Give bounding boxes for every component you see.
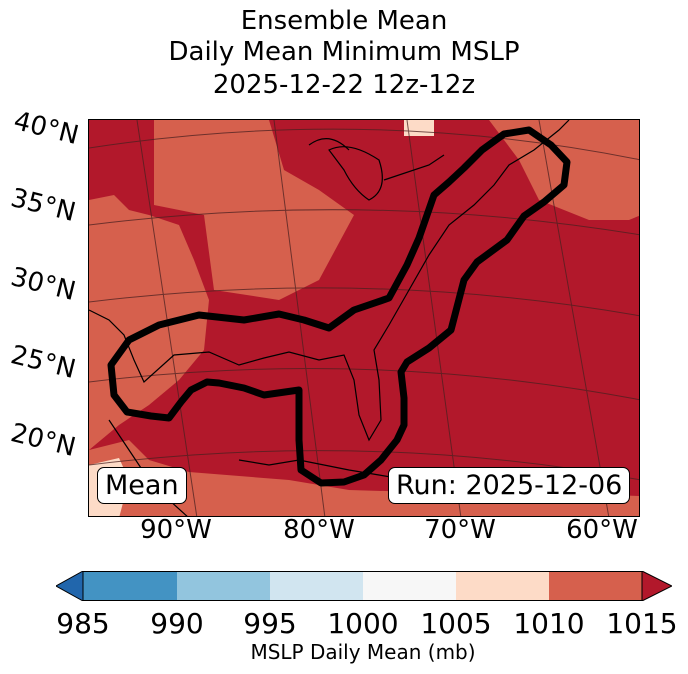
colorbar-frame xyxy=(82,571,643,601)
title-line-3: 2025-12-22 12z-12z xyxy=(212,70,476,100)
colorbar-extend-high xyxy=(641,571,672,601)
map-region-mid-north xyxy=(89,120,639,300)
colorbar-label: MSLP Daily Mean (mb) xyxy=(250,640,476,664)
title-line-2: Daily Mean Minimum MSLP xyxy=(168,37,520,67)
run-date-label: Run: 2025-12-06 xyxy=(388,467,631,504)
colorbar-tick-990: 990 xyxy=(150,607,204,640)
mslp-contour xyxy=(107,126,571,487)
colorbar-bin-990-995 xyxy=(177,571,270,601)
lat-label-25: 25°N xyxy=(7,340,79,385)
colorbar-bin-985-990 xyxy=(83,571,177,601)
lat-label-40: 40°N xyxy=(10,106,82,151)
lat-label-30: 30°N xyxy=(7,262,79,307)
lon-label-70w: 70°W xyxy=(424,515,496,545)
lat-label-35: 35°N xyxy=(7,183,79,228)
mslp-map xyxy=(88,119,640,517)
colorbar-bin-1010-1015 xyxy=(549,571,642,601)
map-svg xyxy=(89,120,639,516)
colorbar-bin-1000-1005 xyxy=(363,571,456,601)
colorbar-tick-995: 995 xyxy=(243,607,297,640)
colorbar-tick-1015: 1015 xyxy=(606,607,678,640)
lon-label-60w: 60°W xyxy=(566,515,638,545)
lon-label-90w: 90°W xyxy=(140,515,212,545)
colorbar-bin-1005-1010 xyxy=(456,571,549,601)
colorbar-tick-1010: 1010 xyxy=(513,607,585,640)
colorbar-extend-low xyxy=(56,571,84,601)
colorbar-tick-1005: 1005 xyxy=(420,607,492,640)
lat-label-20: 20°N xyxy=(7,418,79,463)
colorbar xyxy=(56,571,672,601)
map-region-mid-west xyxy=(89,195,209,450)
title-line-1: Ensemble Mean xyxy=(240,6,448,36)
lon-label-80w: 80°W xyxy=(283,515,355,545)
colorbar-bin-995-1000 xyxy=(270,571,363,601)
colorbar-tick-985: 985 xyxy=(56,607,110,640)
mean-label: Mean xyxy=(97,467,187,504)
colorbar-tick-1000: 1000 xyxy=(327,607,399,640)
coastlines xyxy=(89,120,570,516)
